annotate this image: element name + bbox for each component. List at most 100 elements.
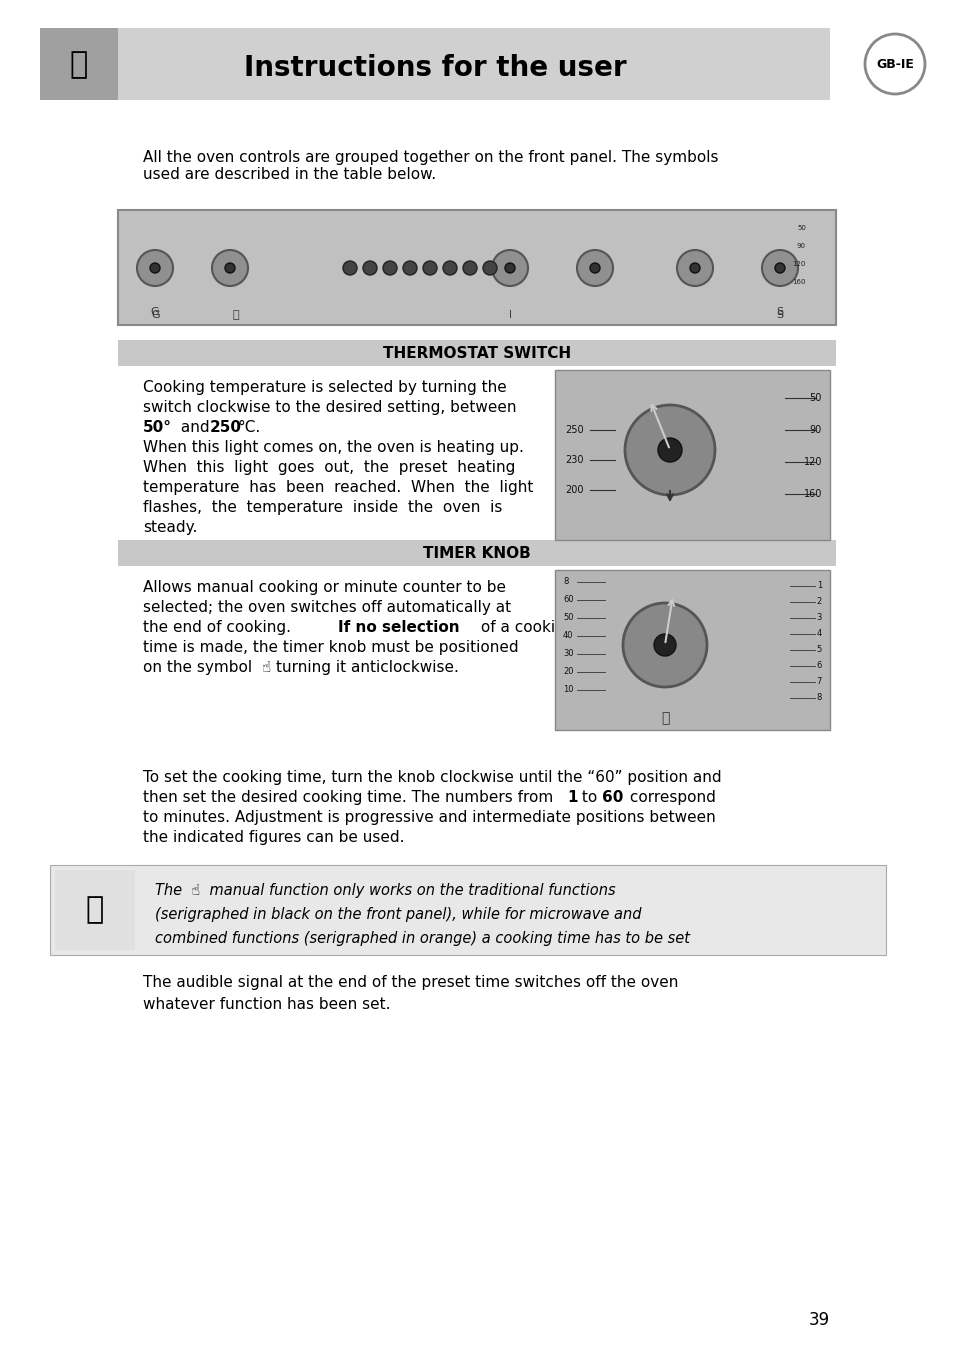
Text: The audible signal at the end of the preset time switches off the oven: The audible signal at the end of the pre… [143, 975, 678, 990]
Text: 50°: 50° [143, 420, 172, 435]
Circle shape [761, 250, 797, 287]
Text: 2: 2 [816, 598, 821, 607]
Text: 8: 8 [816, 694, 821, 703]
Circle shape [654, 634, 676, 656]
Text: 50: 50 [809, 393, 821, 403]
Circle shape [624, 406, 714, 495]
Circle shape [422, 261, 436, 274]
Text: 30: 30 [562, 649, 573, 658]
Text: The  ☝  manual function only works on the traditional functions: The ☝ manual function only works on the … [154, 883, 615, 898]
Text: 120: 120 [792, 261, 805, 266]
Bar [555, 571, 829, 730]
Circle shape [689, 264, 700, 273]
Text: ⏱: ⏱ [233, 310, 239, 320]
Text: S: S [776, 307, 782, 316]
Bar [555, 571, 829, 730]
Text: 📋: 📋 [86, 895, 104, 925]
Text: 120: 120 [802, 457, 821, 466]
Text: to minutes. Adjustment is progressive and intermediate positions between: to minutes. Adjustment is progressive an… [143, 810, 715, 825]
Text: selected; the oven switches off automatically at: selected; the oven switches off automati… [143, 600, 511, 615]
Text: Cooking temperature is selected by turning the: Cooking temperature is selected by turni… [143, 380, 506, 395]
Text: G: G [152, 310, 160, 320]
Circle shape [864, 34, 924, 95]
Bar [118, 210, 835, 324]
Circle shape [622, 603, 706, 687]
Circle shape [589, 264, 599, 273]
Text: 90: 90 [809, 425, 821, 435]
Text: of a cooking: of a cooking [476, 621, 574, 635]
Text: 60: 60 [562, 595, 573, 604]
Text: 20: 20 [562, 668, 573, 676]
Text: All the oven controls are grouped together on the front panel. The symbols
used : All the oven controls are grouped togeth… [143, 150, 718, 183]
Text: 4: 4 [816, 630, 821, 638]
Circle shape [462, 261, 476, 274]
Text: G: G [151, 307, 159, 316]
Text: 1: 1 [816, 581, 821, 591]
Text: To set the cooking time, turn the knob clockwise until the “60” position and: To set the cooking time, turn the knob c… [143, 771, 720, 786]
Text: THERMOSTAT SWITCH: THERMOSTAT SWITCH [382, 346, 571, 361]
Text: 10: 10 [562, 685, 573, 695]
Text: 50: 50 [797, 224, 805, 231]
Circle shape [677, 250, 712, 287]
Circle shape [774, 264, 784, 273]
Text: I: I [508, 310, 511, 320]
Text: 3: 3 [816, 614, 821, 622]
Text: 90: 90 [796, 243, 805, 249]
Text: °C.: °C. [237, 420, 261, 435]
Text: GB-IE: GB-IE [875, 58, 913, 70]
Text: 1: 1 [566, 790, 577, 804]
Text: 250: 250 [210, 420, 242, 435]
Text: TIMER KNOB: TIMER KNOB [423, 545, 530, 561]
Text: 6: 6 [816, 661, 821, 671]
Text: 230: 230 [564, 456, 583, 465]
Text: Instructions for the user: Instructions for the user [243, 54, 626, 82]
Circle shape [382, 261, 396, 274]
Text: (serigraphed in black on the front panel), while for microwave and: (serigraphed in black on the front panel… [154, 907, 640, 922]
Text: When  this  light  goes  out,  the  preset  heating: When this light goes out, the preset hea… [143, 460, 515, 475]
Circle shape [658, 438, 681, 462]
Text: If no selection: If no selection [337, 621, 459, 635]
Text: 🍽: 🍽 [70, 50, 88, 80]
Text: to: to [577, 790, 601, 804]
Circle shape [137, 250, 172, 287]
Text: flashes,  the  temperature  inside  the  oven  is: flashes, the temperature inside the oven… [143, 500, 502, 515]
Text: S: S [776, 310, 782, 320]
Text: ⌚: ⌚ [660, 711, 668, 725]
Bar [118, 339, 835, 366]
Bar [50, 865, 885, 955]
Text: the end of cooking.: the end of cooking. [143, 621, 295, 635]
Text: 50: 50 [562, 614, 573, 622]
Bar [55, 869, 135, 950]
Text: on the symbol  ☝ turning it anticlockwise.: on the symbol ☝ turning it anticlockwise… [143, 660, 458, 675]
Bar [555, 370, 829, 539]
Text: time is made, the timer knob must be positioned: time is made, the timer knob must be pos… [143, 639, 518, 654]
Text: the indicated figures can be used.: the indicated figures can be used. [143, 830, 404, 845]
Circle shape [482, 261, 497, 274]
Text: correspond: correspond [624, 790, 715, 804]
Bar [555, 370, 829, 539]
Text: 5: 5 [816, 645, 821, 654]
Text: 200: 200 [564, 485, 583, 495]
Circle shape [212, 250, 248, 287]
Bar [50, 865, 885, 955]
Circle shape [363, 261, 376, 274]
Text: When this light comes on, the oven is heating up.: When this light comes on, the oven is he… [143, 439, 523, 456]
Text: temperature  has  been  reached.  When  the  light: temperature has been reached. When the l… [143, 480, 533, 495]
Text: Allows manual cooking or minute counter to be: Allows manual cooking or minute counter … [143, 580, 505, 595]
Text: 60: 60 [601, 790, 622, 804]
Circle shape [402, 261, 416, 274]
Text: then set the desired cooking time. The numbers from: then set the desired cooking time. The n… [143, 790, 558, 804]
Text: steady.: steady. [143, 521, 197, 535]
Bar [40, 28, 118, 100]
Text: 8: 8 [562, 577, 568, 587]
Text: 250: 250 [564, 425, 583, 435]
Text: 160: 160 [792, 279, 805, 285]
Bar [118, 210, 835, 324]
Text: 40: 40 [562, 631, 573, 641]
Circle shape [577, 250, 613, 287]
Circle shape [442, 261, 456, 274]
Circle shape [492, 250, 527, 287]
Text: combined functions (serigraphed in orange) a cooking time has to be set: combined functions (serigraphed in orang… [154, 932, 689, 946]
Circle shape [150, 264, 160, 273]
Circle shape [343, 261, 356, 274]
